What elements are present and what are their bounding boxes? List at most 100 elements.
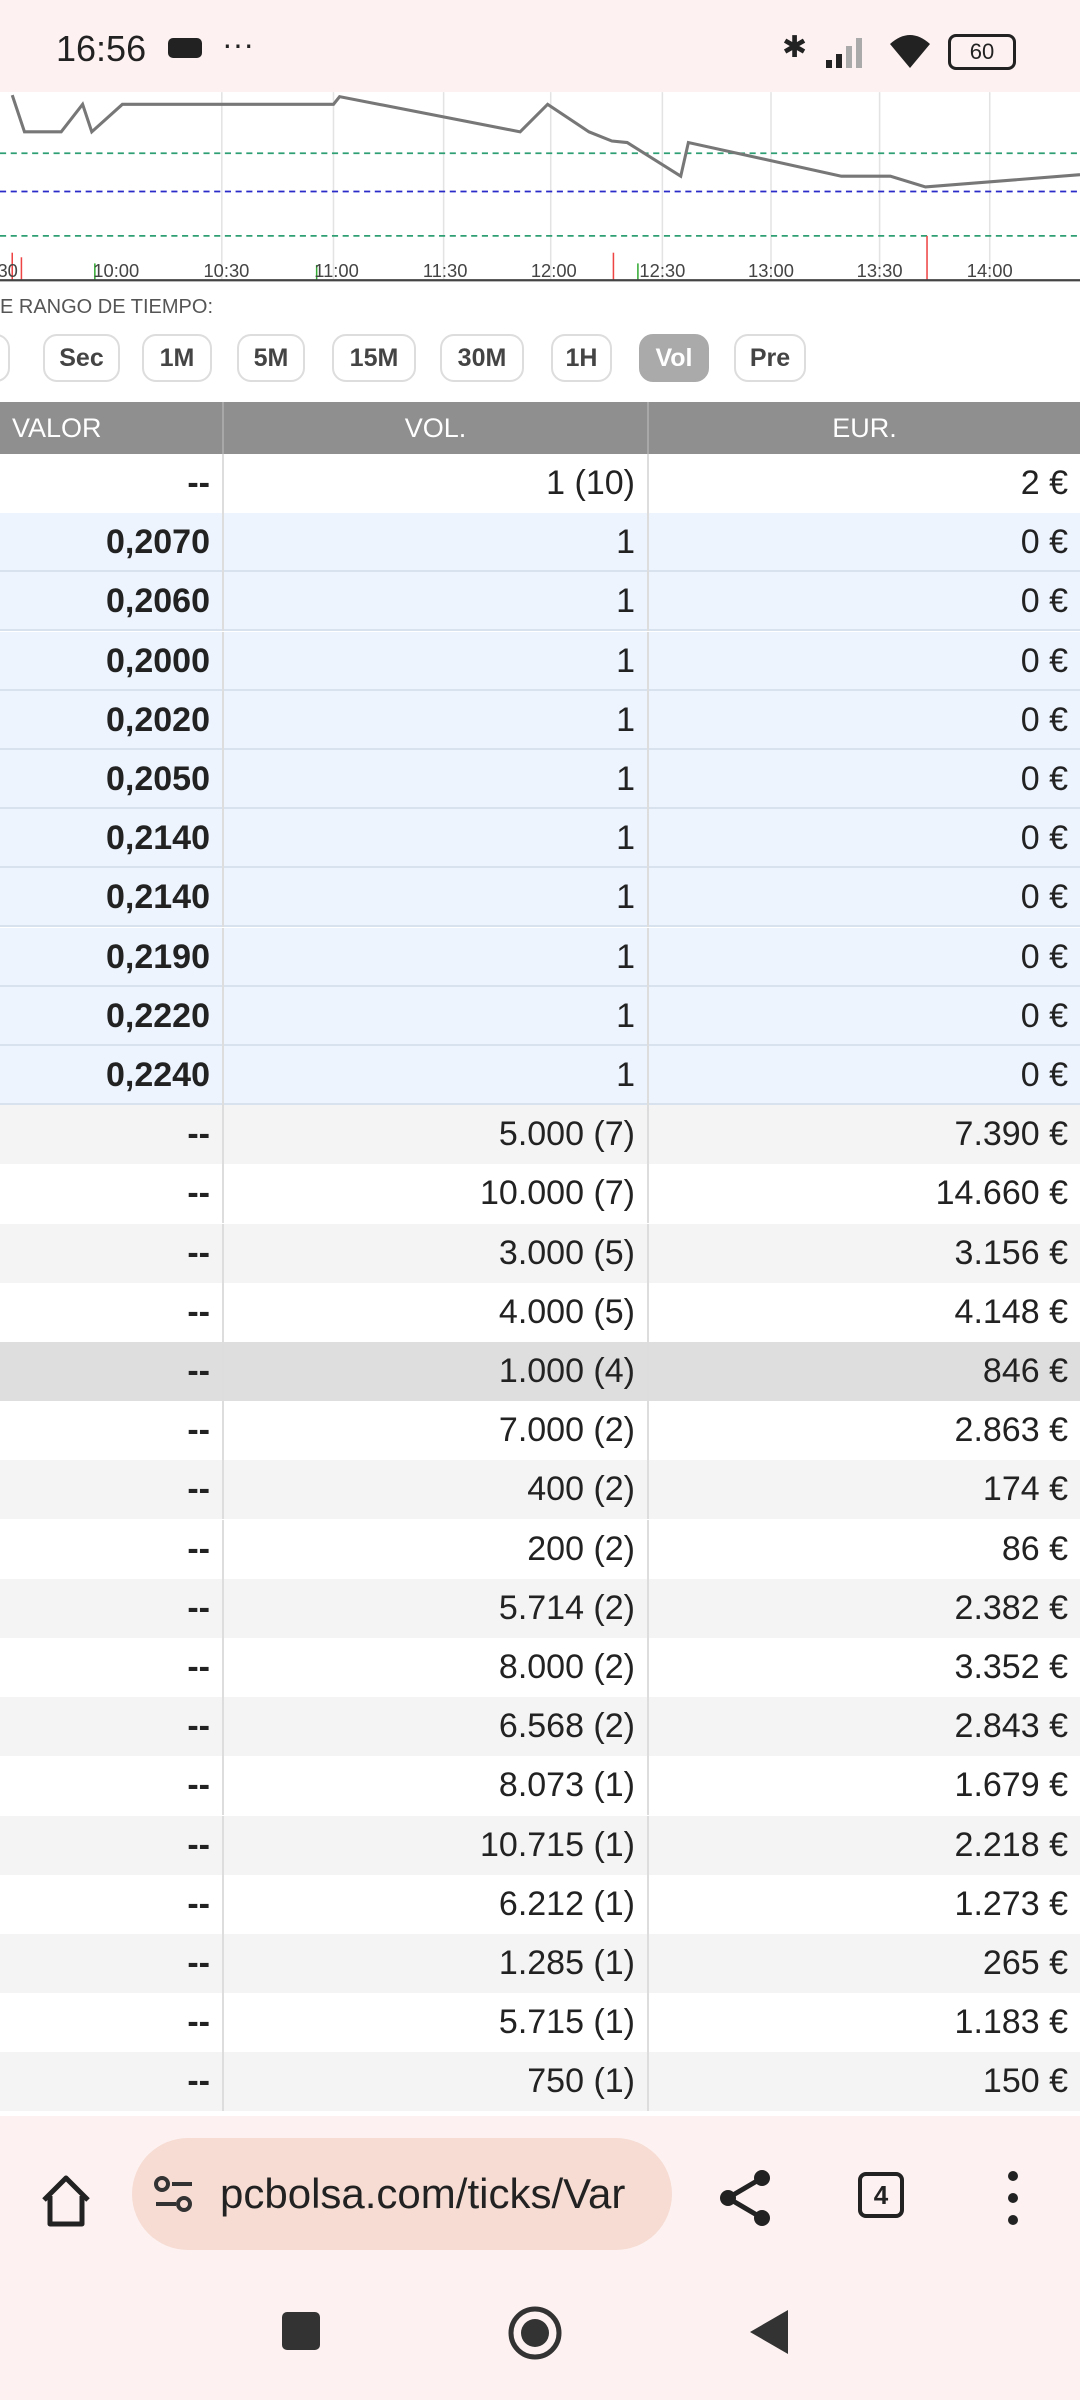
- table-cell: --: [187, 1470, 210, 1509]
- menu-button[interactable]: [998, 2168, 1028, 2228]
- table-cell: 1.679 €: [647, 1756, 1080, 1816]
- table-cell: 0,2070: [106, 523, 210, 562]
- wifi-icon: [890, 35, 930, 68]
- table-cell: 0 €: [647, 513, 1080, 573]
- share-button[interactable]: [716, 2168, 776, 2228]
- table-cell: 2.863 €: [647, 1401, 1080, 1461]
- table-cell: 6.568 (2): [222, 1697, 647, 1757]
- range-button[interactable]: Pre: [734, 334, 806, 382]
- time-label: 30: [0, 260, 18, 281]
- table-cell: 0,2020: [106, 700, 210, 739]
- table-cell: 0,2190: [106, 937, 210, 976]
- table-row: -- 5.000 (7) 7.390 €: [0, 1105, 1080, 1165]
- table-row: -- 5.715 (1) 1.183 €: [0, 1993, 1080, 2053]
- range-button[interactable]: 30M: [440, 334, 524, 382]
- table-cell: 6.212 (1): [222, 1874, 647, 1934]
- tabs-button[interactable]: 4: [858, 2172, 904, 2218]
- range-button[interactable]: Vol: [639, 334, 709, 382]
- range-button[interactable]: Sec: [43, 334, 120, 382]
- table-cell: 5.714 (2): [222, 1578, 647, 1638]
- table-cell: 1: [222, 927, 647, 987]
- table-cell: --: [187, 1352, 210, 1390]
- table-cell: 1: [222, 868, 647, 928]
- table-cell: 2.843 €: [647, 1697, 1080, 1757]
- time-label: 13:00: [748, 260, 794, 281]
- back-button[interactable]: [746, 2306, 792, 2358]
- table-cell: 1: [222, 986, 647, 1046]
- table-cell: 0 €: [647, 631, 1080, 691]
- status-bar: 16:56 ··· ✱ 60: [0, 0, 1080, 92]
- table-row: 0,2070 1 0 €: [0, 513, 1080, 573]
- table-cell: 265 €: [647, 1934, 1080, 1993]
- table-cell: --: [187, 1825, 210, 1864]
- table-cell: 1: [222, 1046, 647, 1105]
- table-cell: 2.218 €: [647, 1815, 1080, 1875]
- column-header: VALOR: [12, 413, 102, 443]
- table-cell: 750 (1): [222, 2052, 647, 2112]
- table-cell: 0 €: [647, 809, 1080, 869]
- table-row: -- 3.000 (5) 3.156 €: [0, 1223, 1080, 1283]
- table-cell: 0,2050: [106, 760, 210, 798]
- range-button[interactable]: 1M: [142, 334, 212, 382]
- status-icon: [168, 38, 202, 58]
- table-cell: --: [187, 1588, 210, 1627]
- table-cell: 0 €: [647, 1046, 1080, 1105]
- price-chart: 30 10:00 10:30 11:00 11:30 12:00 12:30 13:00 13:…: [0, 92, 1080, 282]
- table-row: -- 8.000 (2) 3.352 €: [0, 1638, 1080, 1697]
- table-row: 0,2190 1 0 €: [0, 927, 1080, 987]
- column-header: EUR.: [647, 402, 1080, 454]
- bluetooth-icon: ✱: [782, 31, 808, 64]
- url-bar[interactable]: pcbolsa.com/ticks/Var: [132, 2138, 672, 2250]
- clock: 16:56: [56, 28, 147, 69]
- table-cell: 0,2240: [106, 1056, 210, 1094]
- time-label: 13:30: [857, 260, 903, 281]
- table-cell: 1: [222, 631, 647, 691]
- table-header: VALOR VOL. EUR.: [0, 402, 1080, 454]
- table-row: 0,2140 1 0 €: [0, 809, 1080, 869]
- range-button[interactable]: 15M: [332, 334, 416, 382]
- table-cell: 14.660 €: [647, 1164, 1080, 1224]
- table-cell: 174 €: [647, 1460, 1080, 1520]
- table-row: -- 1 (10) 2 €: [0, 454, 1080, 513]
- table-cell: 0,2060: [106, 582, 210, 621]
- table-cell: --: [187, 1766, 210, 1805]
- table-cell: 1: [222, 809, 647, 869]
- home-button[interactable]: [36, 2170, 96, 2230]
- table-cell: --: [187, 1529, 210, 1568]
- table-row: 0,2000 1 0 €: [0, 631, 1080, 691]
- table-cell: 4.148 €: [647, 1282, 1080, 1342]
- table-cell: --: [187, 1115, 210, 1154]
- battery: 60: [948, 34, 1016, 70]
- home-nav-button[interactable]: [506, 2304, 564, 2362]
- table-cell: 4.000 (5): [222, 1282, 647, 1342]
- table-row: -- 6.212 (1) 1.273 €: [0, 1874, 1080, 1934]
- time-label: 11:00: [314, 260, 359, 281]
- table-cell: 0,2140: [106, 878, 210, 917]
- table-cell: 0 €: [647, 750, 1080, 809]
- table-cell: 0 €: [647, 927, 1080, 987]
- table-cell: --: [187, 1233, 210, 1272]
- status-dots: ···: [222, 26, 254, 62]
- table-cell: --: [187, 464, 210, 502]
- range-button[interactable]: 1H: [551, 334, 612, 382]
- table-cell: 0,2140: [106, 819, 210, 858]
- table-row: -- 10.000 (7) 14.660 €: [0, 1164, 1080, 1224]
- table-cell: --: [187, 2003, 210, 2042]
- range-label: E RANGO DE TIEMPO:: [0, 296, 213, 318]
- time-label: 10:30: [203, 260, 249, 281]
- table-row: 0,2020 1 0 €: [0, 690, 1080, 750]
- range-button[interactable]: 5M: [237, 334, 305, 382]
- range-button[interactable]: [0, 334, 10, 382]
- site-settings-icon[interactable]: [152, 2174, 196, 2214]
- table-cell: 3.352 €: [647, 1638, 1080, 1697]
- table-row: -- 750 (1) 150 €: [0, 2052, 1080, 2112]
- table-cell: 0 €: [647, 986, 1080, 1046]
- table-cell: 1: [222, 750, 647, 809]
- table-cell: 0 €: [647, 868, 1080, 928]
- recents-button[interactable]: [282, 2312, 320, 2350]
- ticks-table: VALOR VOL. EUR. -- 1 (10) 2 €0,2070 1 0 €0,2060…: [0, 402, 1080, 2116]
- table-cell: 1: [222, 513, 647, 573]
- table-cell: 3.000 (5): [222, 1223, 647, 1283]
- table-cell: 846 €: [647, 1342, 1080, 1401]
